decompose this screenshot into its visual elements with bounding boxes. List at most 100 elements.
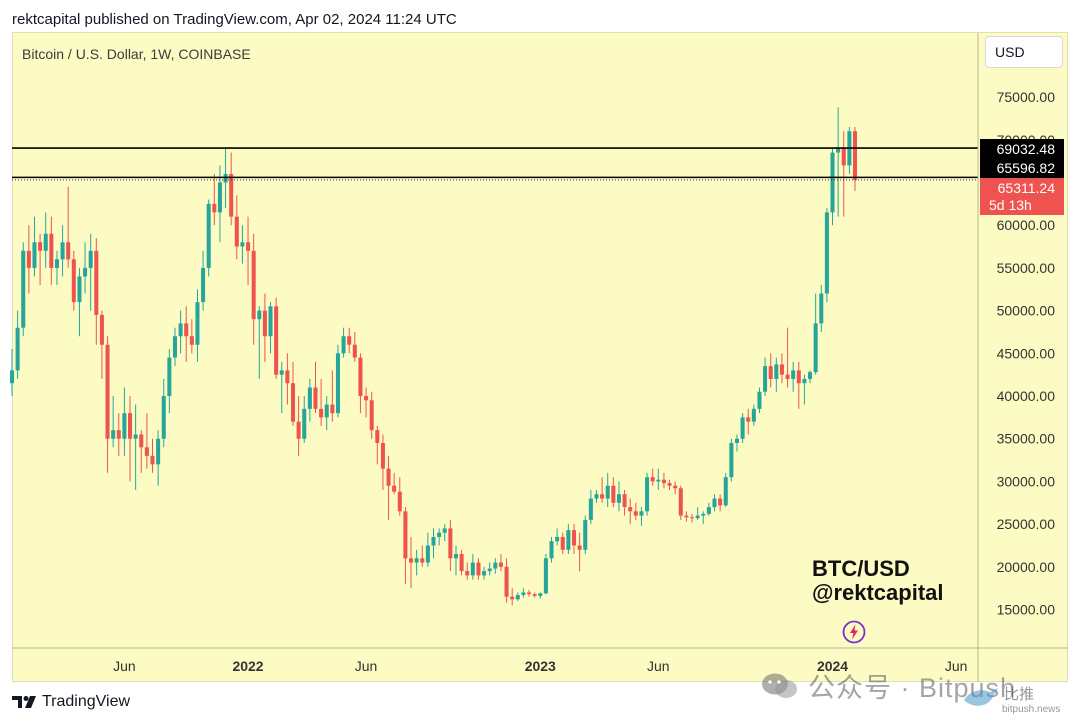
candle [335,344,340,418]
candle [279,361,284,414]
candle-body [397,491,402,512]
candle [560,532,565,555]
candle-body [442,528,447,533]
candle [453,545,459,576]
chart-area[interactable] [12,32,1068,682]
candle [504,558,509,603]
candle-body [105,344,110,439]
candle [847,126,852,174]
candle-body [217,182,222,213]
candle [712,494,717,512]
candle [352,331,357,362]
candle-body [178,323,183,337]
candle [324,396,329,431]
y-tick-label: 15000.00 [997,602,1056,618]
candle [650,468,655,486]
candle [661,472,666,489]
candle-body [127,413,133,439]
candle-body [425,545,430,563]
candle [217,165,222,243]
candle-body [307,387,312,409]
candle-body [605,485,610,499]
level-price-label: 65596.82 [997,160,1056,176]
candle-body [279,370,284,375]
candle-body [420,558,425,563]
candle [425,532,430,567]
candle [161,378,166,448]
candle [66,186,71,268]
candle-body [611,485,616,503]
candle-body [189,336,194,345]
candle [178,310,183,354]
candle-body [54,259,59,268]
tradingview-logo[interactable]: TradingView [12,693,130,711]
candle-body [695,515,700,519]
candle [285,353,290,405]
symbol-title: Bitcoin / U.S. Dollar, 1W, COINBASE [22,46,251,62]
y-tick-label: 60000.00 [997,217,1056,233]
candle [21,242,26,337]
candle-body [71,259,76,303]
candle [60,225,65,277]
candle [296,396,301,456]
candle-body [156,438,161,465]
candle-body [645,477,650,512]
candle-body [571,530,577,546]
candle-body [437,532,442,537]
candle-body [251,250,256,320]
candle [566,524,571,555]
candle-body [712,498,717,508]
candle [184,306,189,362]
candle [459,549,464,576]
candle-body [139,434,144,448]
candle-body [774,364,779,379]
candle [234,195,239,260]
candle [414,549,419,576]
level-price-label-box [980,158,1064,178]
candle-body [813,323,818,373]
currency-selector[interactable]: USD [985,36,1063,68]
candle-body [673,485,678,489]
level-price-label: 69032.48 [997,141,1056,157]
lightning-icon [842,620,866,644]
candle [706,502,711,516]
candle [71,250,76,311]
candle-body [43,233,48,251]
candle [448,519,453,572]
published-header: rektcapital published on TradingView.com… [12,11,457,28]
candle-body [740,417,745,439]
candle-body [116,430,121,439]
candle [852,126,858,192]
bird-logo-icon [964,688,998,706]
candle [257,306,262,379]
candle-body [386,468,391,486]
y-tick-label: 55000.00 [997,260,1056,276]
x-tick-label: 2024 [817,658,848,674]
watermark-pair: BTC/USD [812,556,910,581]
candle [808,370,813,384]
candle [571,524,577,555]
candle [268,302,273,354]
candle-body [403,511,408,559]
y-tick-label: 75000.00 [997,89,1056,105]
candle [791,361,796,392]
candle-body [66,242,71,260]
candle [369,391,374,439]
candle-body [99,314,104,345]
candle-body [49,233,54,268]
wechat-icon [762,673,797,698]
candle-body [335,353,340,414]
candle-body [246,242,251,251]
candle-body [504,566,509,597]
candle [408,536,414,589]
candle [695,507,700,520]
candle [262,293,267,362]
candle [538,592,543,599]
x-tick-label: Jun [945,658,968,674]
candle-body [459,554,464,572]
candle [482,566,487,580]
candle-body [240,242,245,247]
candle [684,511,689,522]
candle-body [274,306,279,375]
